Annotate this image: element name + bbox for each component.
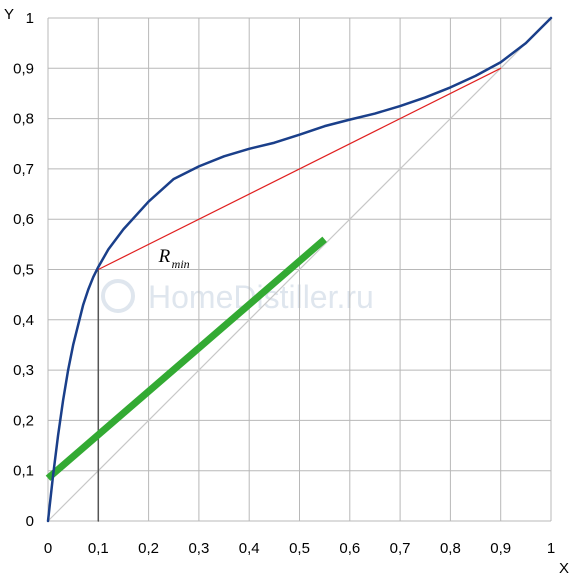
y-tick-label: 0,9: [13, 60, 34, 77]
y-tick-label: 0,2: [13, 412, 34, 429]
rmin-operating-line: [97, 67, 502, 271]
operating-line: [45, 236, 327, 481]
rmin-annotation-subscript: min: [172, 257, 190, 271]
x-tick-label: 0,1: [88, 540, 109, 557]
axis-labels: X Y R min: [4, 6, 569, 577]
x-tick-label: 0,8: [440, 540, 461, 557]
y-tick-label: 0,3: [13, 362, 34, 379]
y-tick-label: 0,1: [13, 463, 34, 480]
x-tick-label: 0,9: [490, 540, 511, 557]
equilibrium-curve: [46, 16, 553, 523]
y-tick-label: 0: [26, 513, 34, 530]
x-tick-label: 0,5: [289, 540, 310, 557]
y-tick-label: 0,8: [13, 111, 34, 128]
diagonal-line: [47, 17, 552, 522]
x-tick-label: 1: [547, 540, 555, 557]
y-tick-label: 0,6: [13, 211, 34, 228]
y-tick-label: 0,5: [13, 262, 34, 279]
x-axis-label: X: [559, 560, 569, 577]
x-tick-label: 0: [44, 540, 52, 557]
x-tick-label: 0,6: [339, 540, 360, 557]
y-tick-label: 0,4: [13, 312, 34, 329]
x-tick-label: 0,3: [188, 540, 209, 557]
watermark-logo-icon: [101, 279, 135, 313]
rmin-annotation: R: [158, 246, 171, 267]
tick-labels: 0 0,1 0,2 0,3 0,4 0,5 0,6 0,7 0,8 0,9 1 0 0,1 0,2 0,3 0…: [13, 10, 555, 557]
x-tick-label: 0,2: [138, 540, 159, 557]
x-tick-label: 0,7: [390, 540, 411, 557]
series-layer: [45, 16, 553, 523]
x-tick-label: 0,4: [239, 540, 260, 557]
y-axis-label: Y: [4, 6, 14, 23]
y-tick-label: 1: [26, 10, 34, 27]
y-tick-label: 0,7: [13, 161, 34, 178]
